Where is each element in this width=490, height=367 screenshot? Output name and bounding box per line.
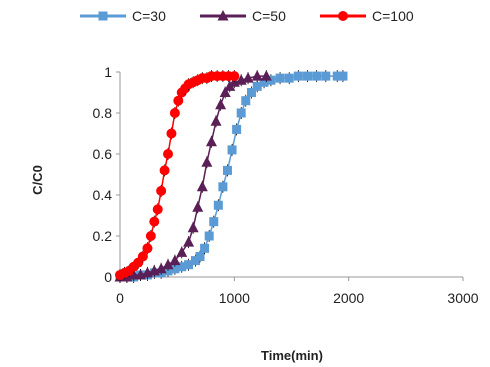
- data-point: [183, 236, 195, 247]
- data-point: [215, 98, 227, 110]
- series-layer: [114, 70, 348, 283]
- data-point: [321, 71, 331, 81]
- legend-label: C=30: [132, 8, 166, 24]
- data-point: [155, 262, 167, 274]
- data-point: [184, 260, 194, 270]
- data-point: [190, 256, 200, 266]
- data-point: [229, 71, 240, 82]
- y-tick-label: 0.2: [93, 228, 113, 244]
- legend-marker: [217, 10, 229, 21]
- axis-layer: 0 1000 2000 3000 0 0.2 0.4 0.6 0.8 1: [93, 64, 479, 306]
- data-point: [303, 71, 313, 81]
- y-tick-label: 0.8: [93, 105, 113, 121]
- data-point: [232, 124, 242, 134]
- data-point: [213, 200, 223, 210]
- data-point: [187, 221, 199, 233]
- data-point: [177, 262, 187, 272]
- data-point: [201, 156, 213, 167]
- data-point: [204, 231, 214, 241]
- y-tick-label: 0.6: [93, 146, 113, 162]
- data-point: [169, 254, 181, 266]
- data-point: [332, 71, 342, 81]
- data-point: [259, 77, 269, 87]
- legend-marker: [98, 11, 108, 21]
- data-point: [163, 266, 173, 276]
- x-tick-label: 3000: [447, 290, 478, 306]
- data-point: [176, 246, 188, 257]
- data-point: [251, 70, 263, 81]
- data-point: [159, 165, 170, 176]
- data-point: [169, 108, 180, 118]
- data-point: [142, 243, 153, 254]
- data-point: [163, 149, 174, 159]
- data-point: [227, 145, 237, 155]
- series-c-100: [115, 70, 240, 281]
- data-point: [236, 108, 246, 118]
- data-point: [241, 96, 251, 106]
- data-point: [196, 180, 208, 192]
- x-tick-label: 0: [116, 290, 124, 306]
- y-tick-label: 1: [104, 64, 112, 80]
- y-tick-label: 0: [104, 269, 112, 285]
- data-point: [209, 217, 219, 227]
- legend: C=30 C=50 C=100: [80, 8, 414, 24]
- data-point: [149, 216, 160, 227]
- data-point: [246, 88, 256, 97]
- y-axis-title: C/C0: [30, 165, 45, 195]
- x-tick-label: 2000: [333, 290, 364, 306]
- data-point: [219, 86, 231, 97]
- data-point: [195, 252, 205, 261]
- data-point: [205, 135, 217, 147]
- data-point: [162, 258, 174, 270]
- data-point: [338, 71, 348, 81]
- data-point: [293, 71, 303, 81]
- data-point: [275, 73, 285, 83]
- data-point: [222, 165, 232, 175]
- data-point: [242, 72, 254, 83]
- legend-label: C=50: [252, 8, 286, 24]
- legend-item: C=30: [80, 8, 166, 24]
- data-point: [156, 185, 167, 196]
- x-axis-title: Time(min): [261, 348, 323, 363]
- data-point: [170, 264, 180, 274]
- data-point: [218, 182, 228, 192]
- legend-item: C=100: [320, 8, 414, 24]
- data-point: [152, 204, 163, 215]
- legend-item: C=50: [200, 8, 286, 24]
- data-point: [137, 251, 148, 262]
- legend-marker: [338, 11, 348, 21]
- data-point: [252, 81, 262, 91]
- legend-label: C=100: [372, 8, 414, 24]
- data-point: [192, 201, 204, 212]
- data-point: [145, 231, 156, 241]
- data-point: [312, 71, 322, 81]
- data-point: [200, 243, 210, 253]
- x-tick-label: 1000: [219, 290, 250, 306]
- data-point: [166, 128, 177, 139]
- data-point: [173, 95, 184, 106]
- data-point: [260, 70, 272, 81]
- data-point: [210, 115, 222, 126]
- data-point: [284, 73, 294, 83]
- y-tick-label: 0.4: [93, 187, 113, 203]
